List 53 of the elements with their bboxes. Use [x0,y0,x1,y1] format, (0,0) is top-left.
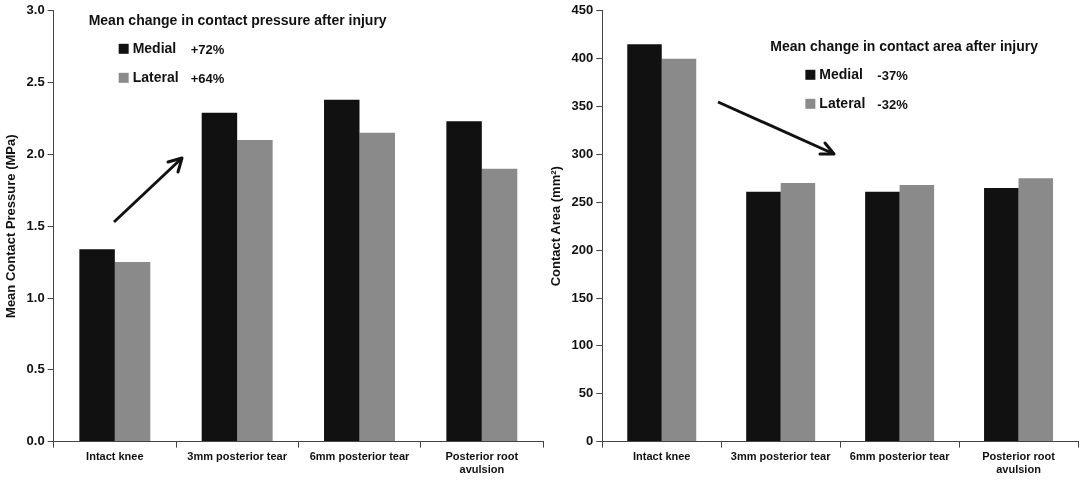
y-tick-label: 200 [571,241,594,257]
bar [481,168,518,442]
bar [984,187,1019,442]
legend-title: Mean change in contact pressure after injury [88,11,387,28]
x-tick-label: 3mm posterior tear [187,450,288,463]
bar [899,185,935,442]
bar [746,191,781,442]
annotation: -37% [877,68,909,84]
y-tick-label: 50 [578,385,594,401]
legend-label: Medial [819,65,863,82]
bar [1018,178,1054,442]
y-tick-label: 3.0 [26,2,45,18]
y-tick-label: 150 [571,289,594,305]
y-tick-label: 450 [571,2,594,18]
legend-title: Mean change in contact area after injury [770,37,1039,54]
y-tick-label: 1.5 [26,217,45,233]
bar [865,191,900,442]
x-tick-label: 6mm posterior tear [309,450,411,463]
y-tick-label: 1.0 [26,289,45,305]
y-tick-label: 300 [571,145,594,161]
x-tick-label: 6mm posterior tear [849,450,951,463]
bar [237,140,273,442]
x-tick-label: Posterior root avulsion [445,450,519,476]
x-tick-label: Posterior root avulsion [982,450,1056,476]
bar [627,44,662,442]
x-tick-label: Intact knee [86,450,144,463]
bar [79,249,115,442]
y-tick-label: 0.5 [26,361,45,377]
y-tick-label: 2.0 [26,145,45,161]
annotation: -32% [877,97,909,113]
y-tick-label: 250 [571,193,594,209]
legend-label: Lateral [819,94,866,111]
y-tick-label: 0.0 [26,433,45,449]
y-tick-label: 2.5 [26,74,45,90]
bar [780,183,816,442]
annotation: +72% [190,42,225,58]
y-tick-label: 100 [571,337,594,353]
bar [114,262,151,442]
annotation: +64% [190,71,225,87]
y-tick-label: 0 [586,433,594,449]
y-axis-title: Contact Area (mm²) [548,166,564,287]
legend-label: Lateral [132,68,179,85]
bar [201,112,238,442]
x-tick-label: 3mm posterior tear [730,450,832,463]
legend-label: Medial [132,39,177,56]
bar [324,99,360,442]
y-tick-label: 400 [571,50,594,66]
y-axis-title: Mean Contact Pressure (MPa) [3,134,19,318]
y-tick-label: 350 [571,98,594,114]
bar [661,58,697,442]
bar [359,132,395,442]
x-tick-label: Intact knee [633,450,691,463]
bar [446,121,482,442]
